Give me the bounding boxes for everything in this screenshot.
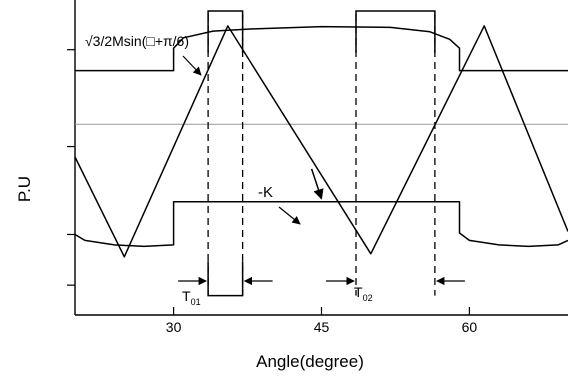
series-signal-K [310, 168, 324, 200]
annotation-t02-main: T [354, 284, 363, 300]
axes-layer: 30 45 60 [67, 0, 568, 335]
annotation-t02-sub: 02 [363, 293, 373, 303]
arrow-minus-k [278, 206, 301, 225]
x-tick-label-0: 30 [166, 319, 182, 335]
series-triangular-carrier [74, 25, 568, 258]
arrow-envelope-formula [182, 55, 202, 76]
x-tick-label-1: 45 [314, 319, 330, 335]
annotation-t02: T02 [354, 284, 373, 303]
y-axis-label: P.U [15, 176, 34, 202]
x-tick-label-2: 60 [462, 319, 478, 335]
x-axis-label: Angle(degree) [256, 352, 364, 371]
annotation-t01: T01 [182, 288, 201, 307]
annotation-t01-sub: 01 [191, 297, 201, 307]
pulse-layer [207, 10, 436, 297]
pulse-top-1 [355, 10, 436, 53]
series-layer [74, 25, 568, 258]
pulse-bottom-0 [207, 261, 244, 297]
series-upper-envelope [75, 25, 568, 72]
annotation-minus-k: -K [258, 184, 273, 201]
series-lower-envelope [74, 200, 568, 248]
annotation-t01-main: T [182, 288, 191, 304]
annotation-layer [178, 55, 465, 286]
annotation-envelope-formula: √3/2Msin(□+π/6) [85, 33, 189, 49]
